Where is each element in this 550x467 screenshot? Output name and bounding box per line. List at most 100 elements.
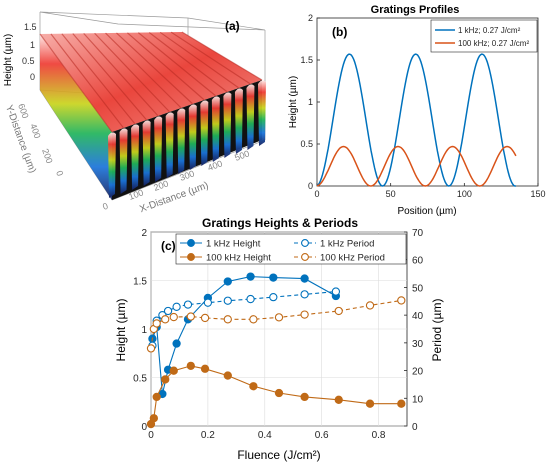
chart-c-y-ticks-left: 0 0.5 1 1.5 2 bbox=[133, 228, 147, 433]
chart-b-ylabel: Height (µm) bbox=[288, 76, 299, 128]
panel-a-label: (a) bbox=[225, 19, 240, 33]
ridge-front bbox=[223, 92, 232, 158]
y-tick-label-right: 0 bbox=[412, 422, 418, 433]
data-point bbox=[172, 339, 181, 348]
data-point bbox=[183, 300, 193, 309]
data-point bbox=[223, 315, 232, 324]
x-tick: 500 bbox=[233, 148, 251, 163]
data-point bbox=[300, 310, 309, 319]
ridges bbox=[39, 31, 266, 198]
ridge-crest bbox=[50, 33, 125, 129]
data-point bbox=[274, 388, 284, 398]
data-point bbox=[274, 313, 284, 322]
y-tick-label-right: 20 bbox=[412, 367, 424, 378]
x-tick: 400 bbox=[206, 158, 224, 173]
chart-c-y-ticks-right: 0 10 20 30 40 50 60 70 bbox=[412, 228, 424, 433]
data-point bbox=[186, 361, 195, 371]
x-tick-label: 100 bbox=[457, 189, 472, 199]
x-tick-label: 0.4 bbox=[258, 430, 272, 441]
ridge-crest bbox=[170, 31, 251, 85]
data-point bbox=[334, 395, 343, 404]
panel-c-height-period-chart: Gratings Heights & Periods 0 0.2 0.4 0.6 0.8… bbox=[114, 216, 444, 462]
ridge-front bbox=[211, 96, 220, 162]
data-point bbox=[186, 312, 195, 321]
y-tick-label: 0.5 bbox=[300, 139, 313, 149]
chart-b-xlabel: Position (µm) bbox=[397, 206, 456, 217]
data-point bbox=[397, 296, 406, 305]
data-point bbox=[300, 392, 309, 402]
data-point bbox=[163, 306, 173, 316]
chart-b-legend: 1 kHz; 0.27 J/cm² 100 kHz; 0.27 J/cm² bbox=[430, 19, 538, 53]
y-tick-label-left: 1.5 bbox=[133, 277, 147, 288]
data-point bbox=[172, 302, 181, 311]
x-tick: 100 bbox=[127, 187, 145, 202]
ridge-front bbox=[119, 128, 128, 194]
chart-c-series bbox=[146, 272, 406, 429]
data-point bbox=[223, 296, 232, 305]
data-point bbox=[149, 414, 158, 423]
ridge-front bbox=[108, 132, 116, 198]
y-tick-label: 1.5 bbox=[300, 55, 313, 65]
legend-marker bbox=[187, 239, 195, 247]
x-tick-label: 50 bbox=[386, 189, 396, 199]
ridge-front bbox=[131, 124, 140, 190]
data-point bbox=[223, 277, 232, 286]
legend-label: 100 kHz; 0.27 J/cm² bbox=[458, 39, 529, 48]
y-tick-label-left: 1 bbox=[141, 325, 147, 336]
data-point bbox=[223, 371, 232, 380]
chart-c-grid bbox=[150, 231, 407, 427]
y-tick-label: 0 bbox=[308, 181, 313, 191]
data-point bbox=[269, 273, 278, 282]
legend-label: 1 kHz; 0.27 J/cm² bbox=[458, 26, 521, 35]
surface-top bbox=[40, 32, 262, 132]
y-tick-label-left: 0 bbox=[141, 422, 147, 433]
data-point bbox=[334, 306, 343, 316]
data-point bbox=[246, 294, 255, 304]
x-tick: 300 bbox=[178, 168, 196, 183]
ridge-crest bbox=[159, 31, 240, 89]
data-point bbox=[331, 287, 341, 296]
x-tick-label: 0.8 bbox=[372, 430, 386, 441]
chart-c-title: Gratings Heights & Periods bbox=[202, 216, 358, 230]
ridge-front bbox=[154, 116, 163, 182]
x-ticks: 0 100 200 300 400 500 bbox=[101, 148, 251, 212]
x-tick-label: 0 bbox=[314, 189, 319, 199]
y-tick-label-right: 40 bbox=[412, 311, 424, 322]
y-tick: 200 bbox=[40, 147, 55, 165]
y-tick-label: 1 bbox=[308, 97, 313, 107]
legend-box bbox=[175, 233, 407, 265]
chart-b-title: Gratings Profiles bbox=[371, 4, 460, 16]
x-tick-label: 150 bbox=[530, 189, 545, 199]
ridge-crest bbox=[137, 32, 217, 97]
y-tick: 0 bbox=[54, 169, 65, 177]
ridge-crest bbox=[39, 33, 113, 133]
z-tick: 1 bbox=[30, 40, 35, 50]
series-line bbox=[151, 276, 337, 395]
data-point bbox=[249, 382, 258, 391]
ridge-front bbox=[165, 112, 174, 178]
y-tick: 600 bbox=[16, 102, 31, 120]
legend-label: 100 kHz Period bbox=[320, 253, 385, 264]
data-point bbox=[200, 364, 210, 373]
chart-b-y-ticks: 0 0.5 1 1.5 2 bbox=[300, 13, 313, 191]
data-point bbox=[397, 399, 406, 408]
data-point bbox=[169, 366, 178, 375]
data-point bbox=[203, 298, 213, 307]
y-tick-label-right: 70 bbox=[412, 228, 424, 239]
y-tick-label: 2 bbox=[308, 13, 313, 23]
z-axis-label: Height (µm) bbox=[3, 34, 14, 86]
data-point bbox=[146, 344, 156, 353]
data-point bbox=[161, 315, 170, 324]
ridge-crest bbox=[72, 33, 148, 121]
data-point bbox=[365, 301, 375, 310]
ridge-crest bbox=[126, 32, 205, 101]
legend-marker bbox=[301, 239, 309, 247]
z-tick: 0 bbox=[30, 72, 35, 82]
ridge-front bbox=[188, 104, 197, 170]
z-tick: 0.5 bbox=[22, 56, 35, 66]
legend-label: 100 kHz Height bbox=[206, 253, 271, 264]
x-tick: 200 bbox=[152, 178, 170, 193]
x-tick: 0 bbox=[101, 201, 109, 212]
ridge-crest bbox=[181, 31, 263, 81]
